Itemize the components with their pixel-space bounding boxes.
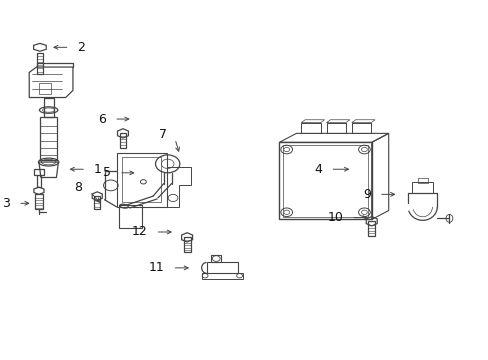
Bar <box>37 175 41 187</box>
Bar <box>367 221 374 235</box>
Text: 9: 9 <box>363 188 370 201</box>
Text: 11: 11 <box>149 261 164 274</box>
Text: 5: 5 <box>103 166 111 179</box>
Bar <box>206 262 238 273</box>
Bar <box>34 169 44 175</box>
Bar <box>301 123 320 134</box>
Text: 6: 6 <box>99 113 106 126</box>
Text: 8: 8 <box>74 181 82 194</box>
Bar <box>117 153 167 207</box>
Bar <box>120 134 126 148</box>
Text: 10: 10 <box>327 211 343 224</box>
Bar <box>40 117 57 160</box>
Bar <box>122 157 161 202</box>
Text: 3: 3 <box>2 197 10 210</box>
Text: 7: 7 <box>159 128 167 141</box>
Text: 2: 2 <box>77 41 85 54</box>
Bar <box>351 123 370 134</box>
Bar <box>326 123 345 134</box>
Bar <box>39 83 51 94</box>
Bar <box>283 145 367 217</box>
Text: 4: 4 <box>314 163 322 176</box>
Bar <box>35 194 43 209</box>
Text: 1: 1 <box>94 163 102 176</box>
Bar <box>37 53 43 74</box>
Bar <box>44 98 53 117</box>
Bar <box>183 237 190 252</box>
Bar <box>279 142 371 220</box>
Bar <box>119 205 142 228</box>
Text: 12: 12 <box>132 225 147 238</box>
Bar <box>211 255 221 262</box>
Bar <box>417 178 427 183</box>
Bar <box>411 182 432 193</box>
Bar <box>94 196 100 209</box>
